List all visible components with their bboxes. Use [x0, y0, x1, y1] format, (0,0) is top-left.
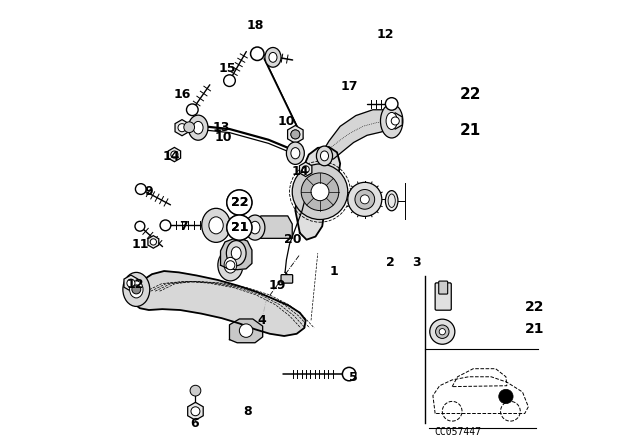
Circle shape [150, 239, 157, 245]
Text: 5: 5 [349, 370, 358, 384]
Circle shape [251, 47, 264, 60]
Text: 16: 16 [173, 88, 191, 102]
Circle shape [186, 104, 198, 116]
Circle shape [436, 325, 449, 338]
Text: 4: 4 [257, 314, 266, 327]
Text: 19: 19 [269, 279, 286, 293]
Circle shape [348, 182, 382, 216]
Text: 15: 15 [218, 61, 236, 75]
Text: 12: 12 [127, 278, 144, 291]
Ellipse shape [385, 191, 398, 211]
Ellipse shape [316, 146, 333, 166]
Ellipse shape [380, 104, 403, 138]
Circle shape [178, 124, 186, 132]
Circle shape [311, 183, 329, 201]
Circle shape [291, 130, 300, 139]
Ellipse shape [291, 148, 300, 159]
Ellipse shape [130, 281, 143, 298]
Text: 14: 14 [163, 150, 180, 164]
Ellipse shape [188, 115, 208, 140]
Polygon shape [323, 110, 396, 159]
Text: 10: 10 [215, 131, 232, 145]
Circle shape [439, 328, 445, 335]
Text: 22: 22 [230, 196, 248, 209]
Text: 14: 14 [291, 164, 308, 178]
Ellipse shape [245, 215, 265, 240]
Ellipse shape [231, 247, 241, 259]
Text: 3: 3 [412, 255, 420, 269]
Text: 17: 17 [340, 79, 358, 93]
Circle shape [385, 98, 398, 110]
FancyBboxPatch shape [435, 283, 451, 310]
Circle shape [291, 130, 300, 139]
Ellipse shape [123, 272, 150, 306]
Circle shape [191, 407, 200, 416]
Circle shape [171, 151, 178, 158]
Polygon shape [134, 271, 306, 336]
Text: 2: 2 [387, 255, 395, 269]
Circle shape [136, 184, 146, 194]
Ellipse shape [224, 257, 237, 273]
Text: 12: 12 [376, 28, 394, 42]
Circle shape [184, 122, 195, 133]
Circle shape [430, 319, 455, 344]
Circle shape [239, 324, 253, 337]
Circle shape [132, 285, 141, 294]
Circle shape [227, 215, 252, 240]
Circle shape [302, 166, 309, 173]
FancyBboxPatch shape [281, 275, 292, 283]
Text: 6: 6 [190, 417, 199, 430]
Circle shape [499, 389, 513, 404]
FancyBboxPatch shape [439, 281, 448, 294]
Polygon shape [296, 147, 340, 240]
Circle shape [292, 164, 348, 220]
Circle shape [135, 221, 145, 231]
Circle shape [360, 195, 369, 204]
Ellipse shape [250, 221, 260, 234]
Circle shape [226, 261, 235, 270]
Polygon shape [221, 237, 252, 270]
Ellipse shape [218, 250, 243, 281]
Ellipse shape [321, 151, 328, 161]
Text: 11: 11 [131, 237, 148, 251]
Polygon shape [230, 319, 262, 343]
Circle shape [160, 220, 171, 231]
Circle shape [227, 215, 252, 240]
Text: 22: 22 [230, 196, 248, 209]
Circle shape [190, 385, 201, 396]
Text: 8: 8 [243, 405, 252, 418]
Ellipse shape [269, 52, 277, 62]
Circle shape [355, 190, 374, 209]
Circle shape [391, 117, 399, 125]
Ellipse shape [227, 241, 246, 266]
Ellipse shape [386, 112, 397, 129]
Text: 7: 7 [179, 220, 188, 233]
Text: 1: 1 [329, 264, 338, 278]
Text: 10: 10 [278, 115, 295, 129]
Circle shape [127, 279, 135, 287]
Text: CC057447: CC057447 [435, 427, 481, 437]
Text: 9: 9 [145, 185, 153, 198]
Ellipse shape [265, 47, 281, 67]
Ellipse shape [287, 142, 305, 164]
Text: 22: 22 [460, 87, 481, 103]
Text: 13: 13 [212, 121, 230, 134]
Text: 18: 18 [246, 19, 264, 33]
Circle shape [301, 173, 339, 211]
Ellipse shape [193, 121, 203, 134]
Text: 21: 21 [460, 123, 481, 138]
Circle shape [227, 190, 252, 215]
Polygon shape [257, 216, 292, 238]
Text: 20: 20 [284, 233, 302, 246]
Circle shape [342, 367, 356, 381]
Text: 21: 21 [525, 322, 544, 336]
Circle shape [227, 190, 252, 215]
Text: 21: 21 [230, 221, 248, 234]
Text: 21: 21 [230, 221, 248, 234]
Text: 22: 22 [525, 300, 544, 314]
Ellipse shape [209, 217, 223, 234]
Ellipse shape [202, 208, 230, 242]
Circle shape [224, 75, 236, 86]
